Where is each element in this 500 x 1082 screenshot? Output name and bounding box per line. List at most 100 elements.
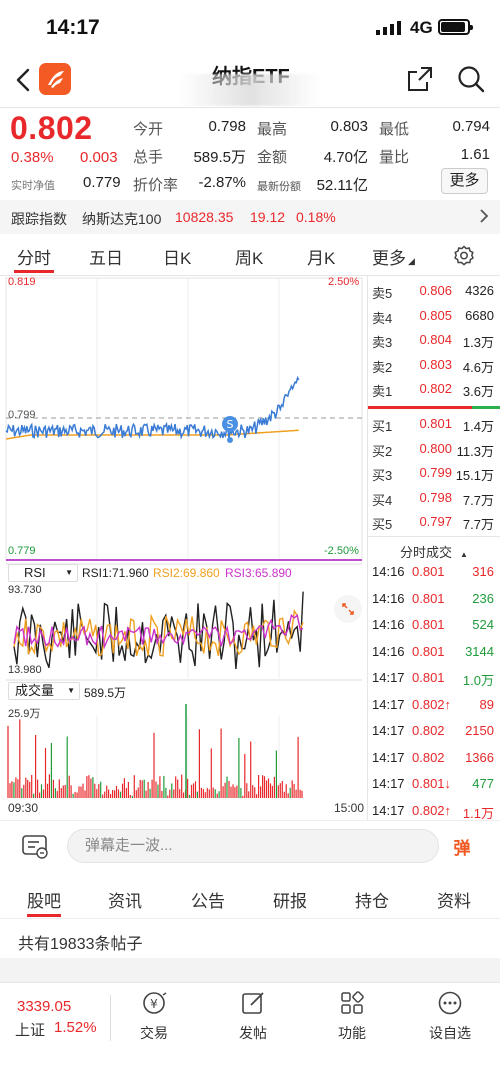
divider	[110, 995, 111, 1041]
post-label: 发帖	[239, 1025, 267, 1041]
trade-row: 14:16 0.801 236	[368, 591, 500, 611]
sh-index-value[interactable]: 3339.05	[17, 998, 72, 1015]
tab-weekly-k[interactable]: 周K	[235, 249, 264, 268]
trade-row: 14:17 0.802 2150	[368, 723, 500, 743]
rsi-selector[interactable]: RSI ▼	[8, 564, 78, 582]
bid-row[interactable]: 买1 0.801 1.4万	[368, 416, 500, 438]
trade-price: 0.801	[412, 670, 445, 685]
high-label: 最高	[257, 121, 288, 138]
functions-label: 功能	[338, 1025, 366, 1041]
tab-daily-k[interactable]: 日K	[163, 249, 192, 268]
amount-value: 4.70亿	[323, 149, 368, 166]
level-volume: 1.3万	[462, 335, 494, 350]
trade-price: 0.802↑	[412, 696, 452, 712]
title-overlay	[180, 74, 320, 106]
level-price: 0.803	[419, 356, 452, 372]
tab-more-label: 更多	[372, 249, 406, 268]
trades-header[interactable]: 分时成交 ▲	[400, 542, 468, 561]
trade-volume: 1.1万	[462, 805, 494, 821]
rsi1-value: RSI1:71.960	[82, 566, 149, 580]
more-button[interactable]: 更多	[441, 168, 488, 194]
trade-price: 0.801	[412, 590, 445, 606]
trade-label: 交易	[140, 1025, 168, 1041]
tab-profile[interactable]: 资料	[437, 892, 471, 911]
comment-list-icon[interactable]	[21, 834, 49, 865]
gear-icon[interactable]	[453, 245, 475, 272]
bid-row[interactable]: 买3 0.799 15.1万	[368, 465, 500, 487]
tab-monthly-k[interactable]: 月K	[307, 249, 336, 268]
rsi3-line	[13, 613, 304, 650]
trade-time: 14:17	[372, 723, 405, 738]
rsi-min-label: 13.980	[8, 664, 42, 676]
search-icon[interactable]	[456, 64, 486, 99]
trade-price: 0.801↓	[412, 776, 452, 791]
volume-selector[interactable]: 成交量 ▼	[8, 682, 80, 700]
post-count: 共有19833条帖子	[18, 936, 143, 953]
level-volume: 15.1万	[455, 468, 494, 483]
expand-icon[interactable]	[334, 595, 362, 623]
edit-icon	[242, 992, 264, 1014]
bid-row[interactable]: 买2 0.800 11.3万	[368, 441, 500, 463]
change-percent: 0.38%	[11, 149, 54, 166]
bid-row[interactable]: 买4 0.798 7.7万	[368, 490, 500, 512]
ask-row[interactable]: 卖4 0.805 6680	[368, 308, 500, 330]
intraday-chart[interactable]: S	[0, 276, 368, 820]
danmu-button[interactable]: 弹	[453, 839, 471, 858]
change-amount: 0.003	[80, 149, 118, 166]
level-price: 0.801	[419, 416, 452, 431]
sh-index-name: 上证	[15, 1022, 46, 1039]
more-dots-icon	[438, 991, 462, 1015]
tab-intraday[interactable]: 分时	[17, 249, 51, 268]
tab-news[interactable]: 资讯	[108, 892, 142, 911]
trade-time: 14:17	[372, 776, 405, 791]
book-separator-green	[472, 406, 500, 409]
tab-guba[interactable]: 股吧	[27, 892, 61, 911]
tracking-index-row[interactable]	[0, 200, 500, 234]
chevron-right-icon[interactable]	[478, 208, 490, 229]
trade-volume: 316	[472, 564, 494, 579]
post-button[interactable]: 发帖	[218, 990, 288, 1043]
trade-row: 14:16 0.801 524	[368, 617, 500, 637]
ask-row[interactable]: 卖1 0.802 3.6万	[368, 381, 500, 403]
back-icon[interactable]	[12, 66, 38, 94]
bid-row[interactable]: 买5 0.797 7.7万	[368, 514, 500, 536]
watchlist-label: 设自选	[429, 1025, 471, 1041]
functions-button[interactable]: 功能	[317, 990, 387, 1043]
trade-row: 14:17 0.802↑ 89	[368, 697, 500, 717]
level-price: 0.806	[419, 283, 452, 298]
tracking-index-pct: 0.18%	[296, 209, 336, 225]
level-price: 0.805	[419, 307, 452, 323]
tab-five-day[interactable]: 五日	[89, 249, 123, 268]
tab-research[interactable]: 研报	[273, 892, 307, 911]
ask-row[interactable]: 卖3 0.804 1.3万	[368, 332, 500, 354]
ask-row[interactable]: 卖5 0.806 4326	[368, 283, 500, 305]
danmu-input[interactable]: 弹幕走一波...	[67, 829, 439, 863]
low-label: 最低	[379, 121, 410, 138]
divider	[368, 536, 500, 537]
ask-row[interactable]: 卖2 0.803 4.6万	[368, 357, 500, 379]
watchlist-button[interactable]: 设自选	[415, 990, 485, 1043]
level-label: 买3	[372, 468, 393, 483]
spacer	[0, 958, 500, 982]
level-price: 0.802	[419, 381, 452, 396]
trade-price: 0.801	[412, 643, 445, 659]
app-logo-icon[interactable]	[39, 63, 71, 95]
volume-ratio-value: 1.61	[460, 146, 490, 163]
level-volume: 7.7万	[462, 492, 494, 508]
level-volume: 7.7万	[462, 517, 494, 532]
trade-button[interactable]: ¥ 交易	[119, 990, 189, 1043]
level-label: 卖2	[372, 359, 393, 375]
dropdown-icon: ▼	[65, 568, 73, 577]
tab-announcements[interactable]: 公告	[191, 892, 225, 911]
rsi-selector-label: RSI	[24, 565, 46, 580]
trade-volume: 2150	[465, 723, 494, 738]
time-end-label: 15:00	[334, 801, 365, 815]
network-label: 4G	[410, 18, 433, 37]
tab-more[interactable]: 更多 ◢	[372, 244, 415, 269]
volume-ratio-label: 量比	[379, 149, 410, 166]
caret-up-icon: ▲	[460, 550, 468, 559]
tab-active-indicator	[27, 914, 61, 917]
share-icon[interactable]	[405, 64, 435, 99]
tab-holdings[interactable]: 持仓	[355, 892, 389, 911]
trade-row: 14:17 0.802 1366	[368, 750, 500, 770]
